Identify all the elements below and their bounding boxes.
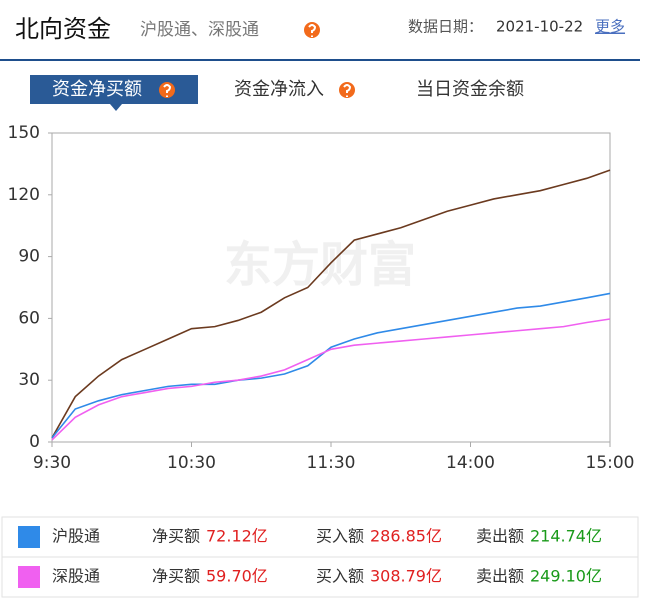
more-link[interactable]: 更多	[595, 18, 625, 36]
header-rule	[0, 59, 640, 61]
x-tick-label: 14:00	[446, 453, 495, 473]
y-tick-label: 150	[8, 123, 40, 143]
table-cell: 净买额	[152, 527, 200, 546]
table-cell: 卖出额	[476, 527, 524, 546]
table-cell: 308.79亿	[370, 567, 442, 586]
y-tick-label: 90	[18, 247, 40, 267]
tab[interactable]: 资金净买额	[52, 79, 142, 100]
table-cell: 卖出额	[476, 567, 524, 586]
x-tick-label: 15:00	[586, 453, 635, 473]
series-line	[51, 169, 611, 439]
tab[interactable]: 当日资金余额	[416, 79, 524, 100]
table-cell: 249.10亿	[530, 567, 602, 586]
y-tick-label: 60	[18, 308, 40, 328]
x-tick-label: 11:30	[307, 453, 356, 473]
legend-swatch	[18, 526, 40, 548]
y-tick-label: 120	[8, 185, 40, 205]
subtitle: 沪股通、深股通	[140, 20, 259, 40]
tab[interactable]: 资金净流入	[234, 79, 324, 100]
date: 2021-10-22	[496, 18, 583, 36]
table-cell: 买入额	[316, 527, 364, 546]
watermark: 东方财富	[224, 237, 416, 293]
table-cell: 286.85亿	[370, 527, 442, 546]
table-cell: 沪股通	[52, 527, 100, 546]
title: 北向资金	[15, 15, 111, 43]
series-line	[51, 318, 611, 441]
help-icon[interactable]	[339, 82, 355, 98]
x-tick-label: 10:30	[167, 453, 216, 473]
table-cell: 72.12亿	[206, 527, 268, 546]
table-cell: 买入额	[316, 567, 364, 586]
y-tick-label: 30	[18, 370, 40, 390]
table-cell: 净买额	[152, 567, 200, 586]
tab-pointer	[110, 104, 122, 111]
table-cell: 59.70亿	[206, 567, 268, 586]
table-cell: 深股通	[52, 567, 100, 586]
legend-swatch	[18, 566, 40, 588]
y-tick-label: 0	[29, 432, 40, 452]
help-icon[interactable]	[159, 82, 175, 98]
date-label: 数据日期：	[408, 18, 483, 36]
series-line	[51, 292, 611, 439]
table-cell: 214.74亿	[530, 527, 602, 546]
help-icon[interactable]	[304, 22, 320, 38]
x-tick-label: 9:30	[33, 453, 71, 473]
